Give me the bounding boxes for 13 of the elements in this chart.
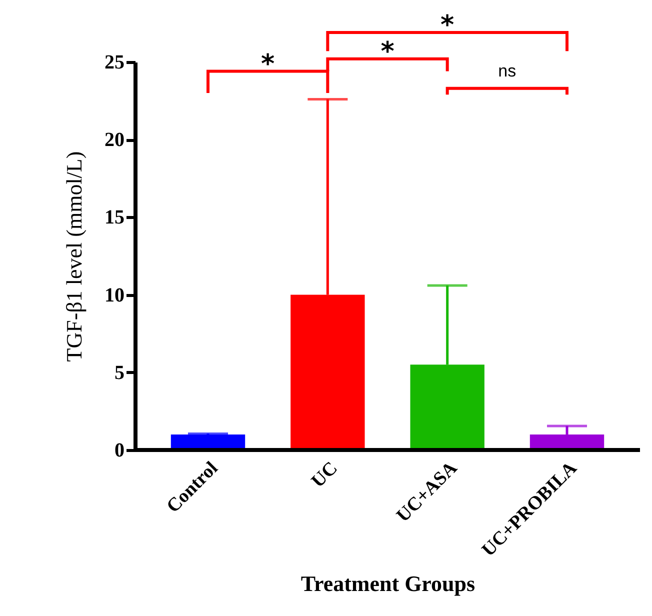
annotation: * [261,49,276,80]
y-axis-title: TGF-β1 level (mmol/L) [62,151,86,362]
y-tick-label: 15 [104,206,124,229]
y-tick-label: 5 [114,362,124,384]
annotation: ns [498,61,516,80]
x-axis-title: Treatment Groups [300,571,476,596]
x-tick-label: UC [308,458,342,492]
y-tick-label: 10 [104,284,124,306]
annotation: * [380,36,395,67]
y-tick-label: 0 [114,440,124,462]
y-tick-label: 25 [104,52,124,74]
y-tick-label: 20 [104,129,124,152]
text: * [440,10,455,41]
